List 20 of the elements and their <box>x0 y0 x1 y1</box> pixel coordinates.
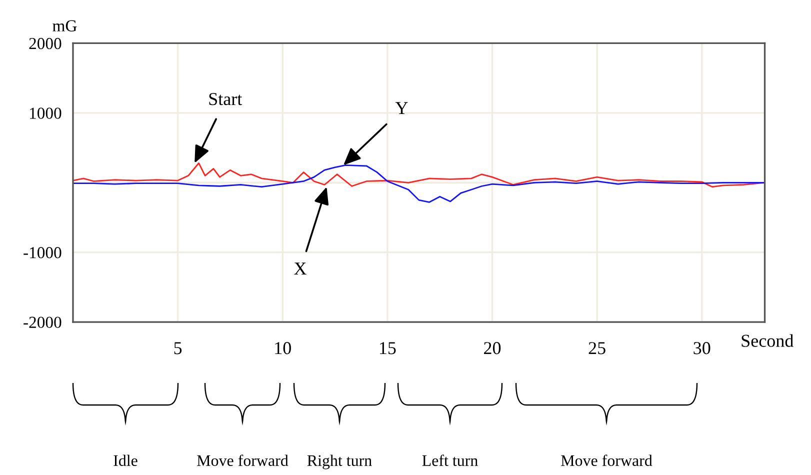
text: Left turn <box>422 454 478 466</box>
text: Move forward <box>197 454 288 466</box>
y-tick-label: -1000 <box>24 247 62 258</box>
text: Move forward <box>561 454 652 466</box>
annotation: X <box>294 262 306 274</box>
text: Right turn <box>307 454 372 470</box>
y-tick-label: 2000 <box>29 38 62 50</box>
x-tick-label: 15 <box>380 342 396 354</box>
x-tick-label: 10 <box>275 342 291 354</box>
x-tick-label: 20 <box>484 342 501 354</box>
annotation: Y <box>395 102 408 114</box>
y-tick-label: 1000 <box>30 108 62 119</box>
x-axis-title: Second <box>742 334 794 347</box>
text: Idle <box>114 454 138 466</box>
y-axis-title: mG <box>52 20 77 32</box>
y-tick-label: -2000 <box>24 316 62 328</box>
x-tick-label: 25 <box>588 342 606 354</box>
annotation: Start <box>209 93 242 106</box>
x-tick-label: 5 <box>174 342 182 354</box>
x-tick-label: 30 <box>694 342 710 354</box>
